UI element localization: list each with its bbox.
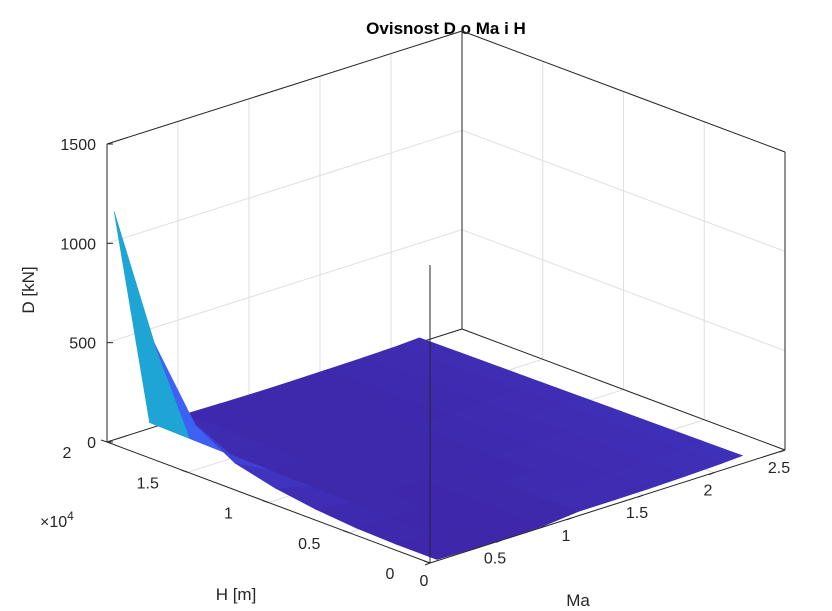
y-tick-label: 1.5	[137, 475, 159, 492]
x-tick-mark	[637, 494, 644, 498]
x-tick-mark	[495, 539, 502, 543]
x-tick-label: 1.5	[626, 505, 648, 522]
x-tick-label: 0	[420, 573, 429, 590]
axes-box-edge	[461, 30, 786, 153]
grid-line-backwall-d	[106, 129, 463, 244]
surface-plot	[113, 211, 744, 560]
x-tick-mark	[779, 449, 786, 453]
y-tick-label: 1	[224, 506, 233, 523]
grid-line-backwall-d	[106, 229, 463, 344]
x-axis-label: Ma	[566, 591, 590, 610]
x-tick-label: 2	[704, 483, 713, 500]
z-tick-label: 500	[69, 336, 96, 353]
y-tick-label: 2	[63, 445, 72, 462]
x-tick-mark	[424, 562, 431, 566]
grid-line-sidewall-d	[461, 129, 786, 252]
axes-front-edges	[100, 143, 786, 566]
z-tick-label: 1000	[60, 236, 96, 253]
x-tick-mark	[708, 472, 715, 476]
y-tick-mark	[262, 500, 269, 503]
axes-box-edge	[106, 30, 463, 145]
y-axis-exponent: ×104	[40, 509, 74, 531]
surface-patch	[395, 533, 474, 560]
z-tick-label: 0	[87, 435, 96, 452]
y-tick-label: 0.5	[298, 536, 320, 553]
y-tick-mark	[100, 439, 108, 443]
x-tick-label: 1	[562, 528, 571, 545]
x-tick-label: 2.5	[768, 460, 790, 477]
y-axis-label: H [m]	[216, 585, 257, 604]
chart-title: Ovisnost D o Ma i H	[366, 19, 526, 38]
y-tick-label: 0	[386, 566, 395, 583]
axes-box-edge	[461, 328, 786, 451]
z-axis-label: D [kN]	[19, 266, 38, 313]
grid-line-sidewall-d	[461, 229, 786, 352]
axes-box-edge	[429, 449, 786, 564]
z-tick-label: 1500	[60, 137, 96, 154]
y-tick-mark	[423, 560, 431, 564]
y-tick-mark	[343, 530, 350, 534]
y-tick-mark	[181, 469, 188, 473]
x-tick-label: 0.5	[484, 550, 506, 567]
x-tick-mark	[566, 517, 573, 521]
